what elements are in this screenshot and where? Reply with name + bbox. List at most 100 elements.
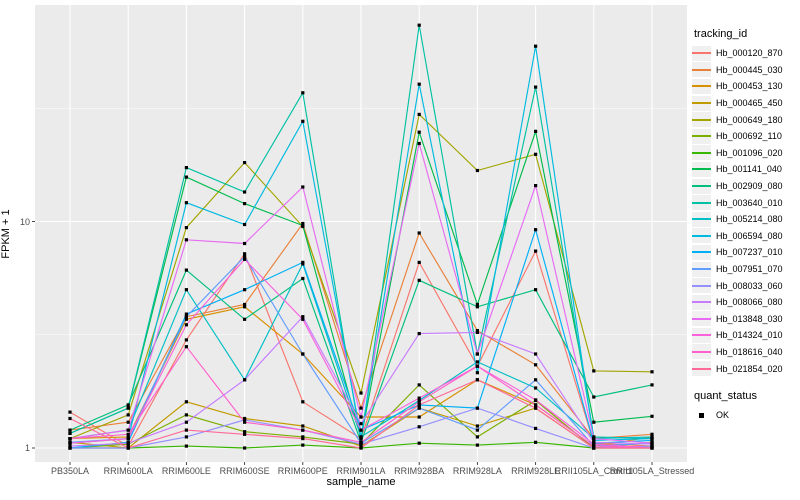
- data-point: [417, 396, 421, 400]
- series-color-swatch: [692, 367, 711, 370]
- data-point: [475, 168, 479, 173]
- data-point: [417, 112, 421, 116]
- data-point: [359, 391, 363, 395]
- x-tick-label: RRIM901LA: [336, 466, 386, 476]
- data-point: [534, 386, 538, 390]
- legend-item-label: Hb_000465_450: [716, 98, 783, 109]
- legend-item-label: Hb_003640_010: [716, 197, 783, 208]
- legend-items-quant-status: OK: [692, 407, 798, 424]
- data-point: [417, 82, 421, 86]
- data-point: [301, 315, 305, 319]
- data-point: [126, 432, 130, 436]
- legend-item: Hb_002909_080: [692, 178, 798, 195]
- legend-item-label: Hb_000649_180: [716, 114, 783, 125]
- data-point: [301, 91, 305, 95]
- legend-key-line-icon: [692, 261, 711, 277]
- legend-title-tracking-id: tracking_id: [694, 28, 748, 40]
- data-point: [650, 438, 654, 442]
- data-point: [243, 161, 247, 165]
- y-tick-label: 10: [19, 216, 30, 227]
- series-color-swatch: [692, 102, 711, 105]
- data-point: [417, 231, 421, 235]
- legend-item: Hb_003640_010: [692, 194, 798, 211]
- legend-item: Hb_000453_130: [692, 78, 798, 95]
- series-color-swatch: [692, 201, 711, 204]
- data-point: [184, 345, 188, 349]
- x-tick-label: RRII105LA_Stressed: [609, 466, 695, 476]
- data-point: [359, 442, 363, 446]
- legend-block-quant-status: quant_status OK: [692, 390, 798, 424]
- data-point: [243, 222, 247, 227]
- legend-item-label: Hb_007237_010: [716, 247, 783, 258]
- legend-key-line-icon: [692, 311, 711, 327]
- data-point: [68, 446, 72, 450]
- data-point: [68, 410, 72, 414]
- data-point: [592, 435, 596, 439]
- data-point: [243, 420, 247, 424]
- data-point: [243, 446, 247, 450]
- data-point: [184, 268, 188, 272]
- data-point: [184, 201, 188, 205]
- data-point: [475, 330, 479, 334]
- series-color-swatch: [692, 268, 711, 271]
- data-point: [534, 85, 538, 89]
- data-point: [650, 432, 654, 436]
- data-point: [184, 288, 188, 292]
- legend-key-line-icon: [692, 294, 711, 310]
- data-point: [243, 252, 247, 256]
- data-point: [68, 416, 72, 421]
- data-point: [184, 226, 188, 230]
- data-point: [243, 317, 247, 321]
- data-point: [417, 383, 421, 387]
- legend-item-label: Hb_002909_080: [716, 181, 783, 192]
- data-point: [301, 428, 305, 432]
- legend-key-line-icon: [692, 145, 711, 161]
- data-point: [68, 441, 72, 445]
- data-point: [650, 444, 654, 448]
- data-point: [243, 255, 247, 259]
- x-tick-label: RRIM600PE: [277, 466, 328, 476]
- series-color-swatch: [692, 284, 711, 287]
- data-point: [301, 317, 305, 321]
- data-point: [534, 363, 538, 367]
- data-point: [417, 406, 421, 410]
- legend-item: Hb_005214_080: [692, 211, 798, 228]
- data-point: [475, 371, 479, 375]
- series-color-swatch: [692, 350, 711, 353]
- data-point: [650, 441, 654, 445]
- data-point: [243, 302, 247, 307]
- x-tick-label: RRII105LA_Control: [554, 466, 633, 476]
- y-axis-title: FPKM + 1: [0, 209, 12, 259]
- series-color-swatch: [692, 334, 711, 337]
- series-color-swatch: [692, 251, 711, 254]
- data-point: [301, 443, 305, 447]
- legend-key-line-icon: [692, 95, 711, 111]
- data-point: [592, 438, 596, 442]
- x-tick-label: RRIM928LE: [511, 466, 561, 476]
- series-color-swatch: [692, 218, 711, 221]
- data-point: [534, 440, 538, 444]
- x-axis-title: sample_name: [326, 476, 396, 488]
- data-point: [184, 420, 188, 424]
- data-point: [534, 288, 538, 292]
- legend-item-label: Hb_001096_020: [716, 147, 783, 158]
- data-point: [534, 426, 538, 430]
- data-point: [475, 329, 479, 333]
- data-point: [301, 223, 305, 228]
- legend-item-label: Hb_000120_870: [716, 48, 783, 59]
- legend-item: Hb_007951_070: [692, 261, 798, 278]
- series-color-swatch: [692, 185, 711, 188]
- data-point: [417, 332, 421, 336]
- legend-key-line-icon: [692, 211, 711, 227]
- legend-key-line-icon: [692, 278, 711, 294]
- legend-item-label: Hb_021854_020: [716, 363, 783, 374]
- legend-item-label: Hb_000445_030: [716, 64, 783, 75]
- data-point: [184, 400, 188, 404]
- data-point: [475, 435, 479, 439]
- series-color-swatch: [692, 52, 711, 55]
- data-point: [243, 432, 247, 436]
- data-point: [359, 437, 363, 441]
- data-point: [534, 406, 538, 410]
